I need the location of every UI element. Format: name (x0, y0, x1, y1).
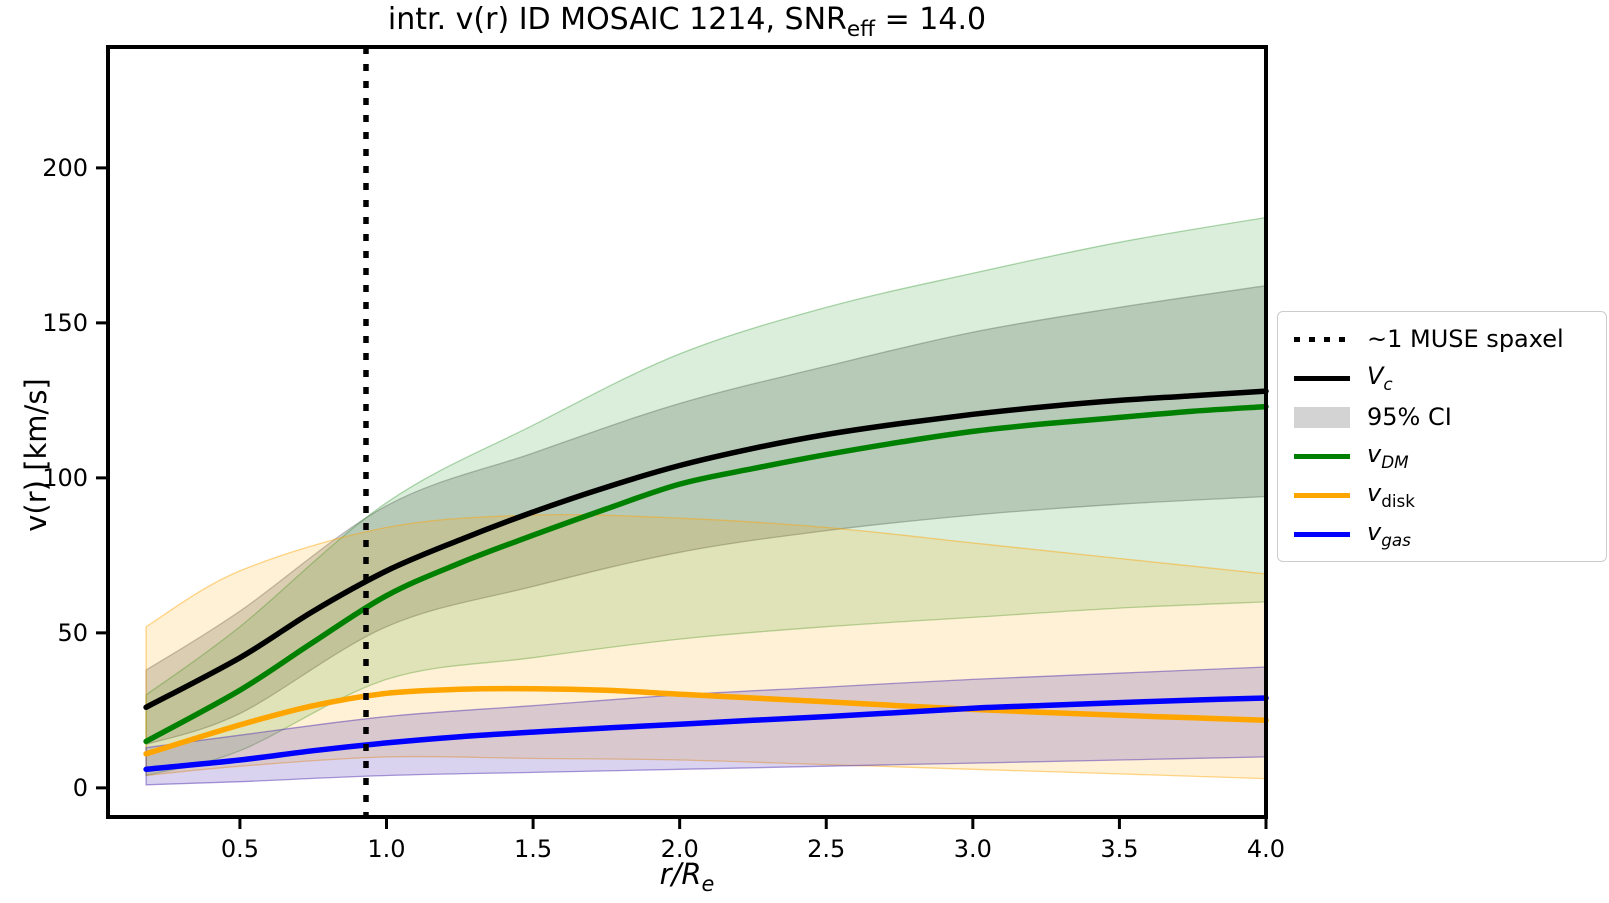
legend-item-vdm: vDM (1294, 440, 1590, 472)
legend-vdm-main: v (1367, 440, 1382, 469)
y-axis-label: v(r) [km/s] (19, 378, 53, 532)
legend-label-vgas: vgas (1367, 518, 1411, 550)
curve-v-disk (143, 685, 1269, 757)
x-tick-label: 2.0 (661, 835, 699, 863)
x-tick-label: 3.0 (954, 835, 992, 863)
axes-spines (106, 45, 1268, 819)
blue-line-swatch-icon (1294, 531, 1350, 537)
black-line-swatch-icon (1294, 375, 1350, 381)
y-tick-label: 200 (42, 154, 88, 182)
green-line-swatch-icon (1294, 453, 1350, 459)
legend-vc-sub: c (1383, 373, 1393, 394)
x-tick-label: 4.0 (1247, 835, 1285, 863)
legend-label-95ci: 95% CI (1367, 403, 1452, 431)
legend-item-vc: Vc (1294, 362, 1590, 394)
curve-v-dm (143, 403, 1269, 745)
legend-vdm-sub: DM (1381, 451, 1409, 472)
legend-vgas-main: v (1367, 518, 1382, 547)
y-tick-label: 50 (57, 619, 88, 647)
x-axis-label-main: r/R (659, 857, 702, 891)
legend-label-vdm: vDM (1367, 440, 1409, 472)
y-tick-label: 0 (73, 774, 88, 802)
legend-item-muse-spaxel: ~1 MUSE spaxel (1294, 325, 1590, 353)
x-tick-label: 2.5 (807, 835, 845, 863)
legend-item-vgas: vgas (1294, 518, 1590, 550)
legend: ~1 MUSE spaxel Vc 95% CI vDM vdisk vgas (1277, 311, 1607, 562)
y-tick-label: 150 (42, 309, 88, 337)
x-tick-label: 3.5 (1100, 835, 1138, 863)
legend-label-vc: Vc (1367, 362, 1393, 394)
curve-v-gas (143, 695, 1269, 773)
x-tick-label: 0.5 (221, 835, 259, 863)
x-tick-label: 1.0 (367, 835, 405, 863)
y-tick-label: 100 (42, 464, 88, 492)
dotted-line-swatch-icon (1294, 336, 1350, 342)
legend-vdisk-main: v (1367, 479, 1382, 508)
x-tick-label: 1.5 (514, 835, 552, 863)
legend-item-95ci: 95% CI (1294, 403, 1590, 431)
chart-title-subscript: eff (846, 17, 876, 42)
legend-label-vdisk: vdisk (1367, 479, 1415, 511)
chart-title: intr. v(r) ID MOSAIC 1214, SNReff = 14.0 (108, 2, 1266, 42)
chart-title-main: intr. v(r) ID MOSAIC 1214, SNR (387, 2, 847, 37)
legend-vgas-sub: gas (1381, 529, 1411, 550)
orange-line-swatch-icon (1294, 492, 1350, 498)
legend-label-muse-spaxel: ~1 MUSE spaxel (1367, 325, 1564, 353)
x-axis-label: r/Re (108, 857, 1266, 896)
chart-title-tail: = 14.0 (875, 2, 987, 37)
legend-item-vdisk: vdisk (1294, 479, 1590, 511)
legend-vdisk-sub: disk (1381, 490, 1415, 511)
x-axis-label-subscript: e (701, 871, 715, 896)
legend-vc-main: V (1367, 362, 1384, 391)
gray-patch-swatch-icon (1294, 406, 1350, 428)
curve-v-c (143, 388, 1269, 711)
